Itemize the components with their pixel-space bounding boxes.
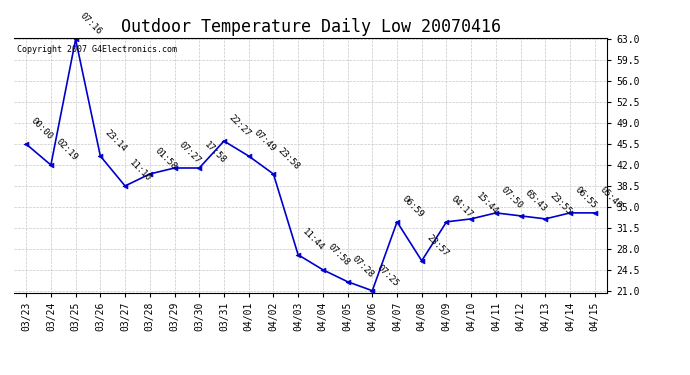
Text: 07:49: 07:49 [251,128,277,153]
Text: 23:58: 23:58 [276,146,302,171]
Text: 22:27: 22:27 [227,113,252,138]
Text: 02:19: 02:19 [54,137,79,162]
Text: 17:58: 17:58 [202,140,228,165]
Text: 06:59: 06:59 [400,194,425,219]
Text: 04:17: 04:17 [449,194,475,219]
Text: 15:44: 15:44 [474,191,500,216]
Text: 07:58: 07:58 [326,242,351,267]
Text: 06:55: 06:55 [573,185,598,210]
Text: 23:14: 23:14 [103,128,128,153]
Text: 07:16: 07:16 [79,11,103,36]
Text: 65:43: 65:43 [524,188,549,213]
Text: 11:10: 11:10 [128,158,153,183]
Text: 23:55: 23:55 [548,191,573,216]
Text: 07:28: 07:28 [351,254,376,279]
Text: Copyright 2007 G4Electronics.com: Copyright 2007 G4Electronics.com [17,45,177,54]
Text: 01:58: 01:58 [152,146,178,171]
Title: Outdoor Temperature Daily Low 20070416: Outdoor Temperature Daily Low 20070416 [121,18,500,36]
Text: 11:44: 11:44 [301,226,326,252]
Text: 07:50: 07:50 [499,185,524,210]
Text: 07:27: 07:27 [177,140,203,165]
Text: 07:25: 07:25 [375,262,400,288]
Text: 23:57: 23:57 [424,232,450,258]
Text: 05:40: 05:40 [598,185,623,210]
Text: 00:00: 00:00 [29,116,55,141]
